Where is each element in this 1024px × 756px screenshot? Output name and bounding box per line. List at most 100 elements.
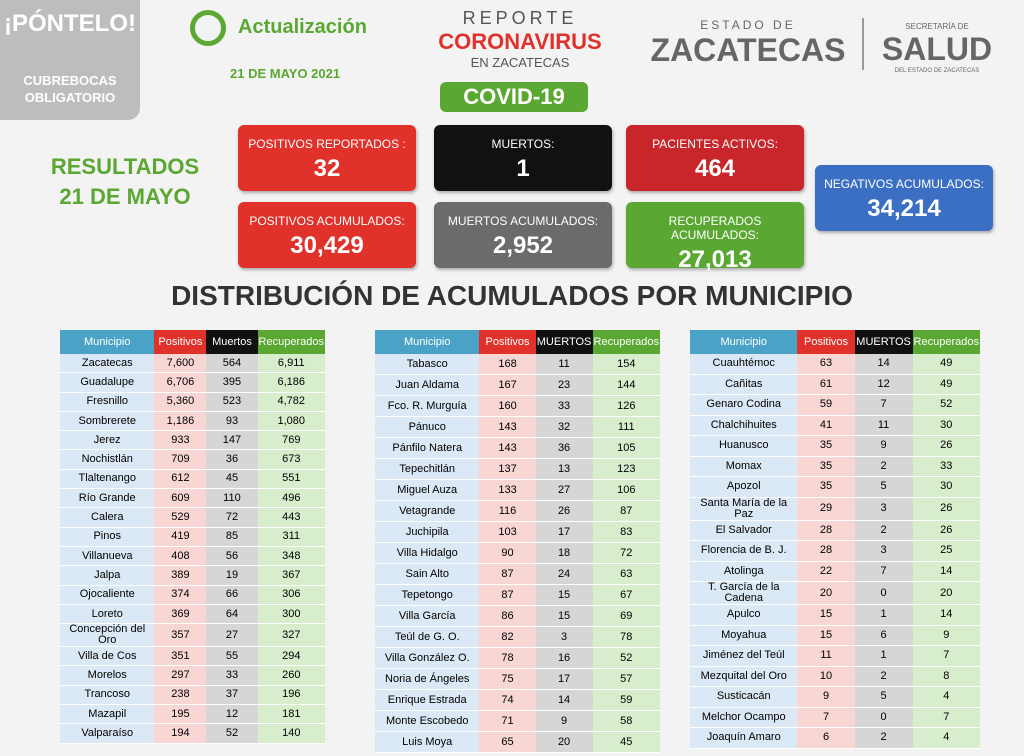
- table-cell: 408: [154, 546, 207, 567]
- table-row: Villa González O. 78 16 52: [375, 647, 660, 669]
- state: ESTADO DE ZACATECAS: [648, 18, 848, 69]
- table-row: Teúl de G. O. 82 3 78: [375, 626, 660, 648]
- table-cell: 143: [479, 416, 536, 438]
- table-row: Zacatecas 7,600 564 6,911: [60, 354, 325, 374]
- table-row: Nochistlán 709 36 673: [60, 449, 325, 470]
- header-cell: Municipio: [60, 330, 155, 354]
- table-cell: 36: [535, 437, 593, 459]
- table-cell: Pánuco: [375, 416, 480, 438]
- stat-value: 464: [694, 155, 736, 182]
- table-cell: 63: [592, 563, 660, 585]
- table-row: Calera 529 72 443: [60, 507, 325, 528]
- table-cell: 14: [854, 354, 913, 375]
- report-main: CORONAVIRUS: [438, 29, 602, 54]
- report-sub: EN ZACATECAS: [470, 55, 570, 70]
- table-row: Villa de Cos 351 55 294: [60, 646, 325, 667]
- table-cell: 26: [912, 435, 980, 457]
- stat-label: RECUPERADOS ACUMULADOS:: [668, 214, 762, 242]
- table-cell: 15: [535, 584, 593, 606]
- table-cell: Calera: [60, 507, 155, 528]
- table-cell: Nochistlán: [60, 449, 155, 470]
- table-cell: 419: [154, 527, 207, 547]
- table-cell: 9: [797, 686, 855, 708]
- table-cell: 612: [154, 469, 207, 490]
- table-cell: Sain Alto: [375, 563, 480, 585]
- table-cell: Jerez: [60, 430, 155, 451]
- table-cell: Monte Escobedo: [375, 710, 480, 732]
- table-cell: 1,080: [257, 411, 325, 432]
- header-cell: Positivos: [797, 330, 855, 354]
- table-cell: Trancoso: [60, 685, 155, 706]
- table-row: Jerez 933 147 769: [60, 430, 325, 451]
- health: SECRETARÍA DE SALUD DEL ESTADO DE ZACATE…: [872, 22, 1002, 74]
- health-sub: DEL ESTADO DE ZACATECAS: [894, 68, 980, 74]
- table-cell: 609: [154, 488, 207, 509]
- table-cell: 140: [257, 723, 325, 744]
- table-cell: T. García de la Cadena: [690, 581, 798, 605]
- table-cell: 443: [257, 507, 325, 528]
- table-cell: Juchipila: [375, 521, 480, 543]
- table-row: Genaro Codina 59 7 52: [690, 394, 980, 416]
- health-name: SALUD: [881, 31, 993, 67]
- table-cell: Tepetongo: [375, 584, 480, 606]
- table-cell: 389: [154, 565, 207, 586]
- table-cell: 15: [797, 604, 855, 626]
- stat-label: MUERTOS ACUMULADOS:: [447, 214, 599, 228]
- table-cell: 769: [257, 430, 325, 451]
- table-cell: Río Grande: [60, 488, 155, 509]
- section-title: DISTRIBUCIÓN DE ACUMULADOS POR MUNICIPIO: [171, 280, 853, 311]
- table-cell: 19: [206, 565, 258, 586]
- table-row: Pánuco 143 32 111: [375, 416, 660, 438]
- table-row: Concepción del Oro 357 27 327: [60, 623, 325, 648]
- table-cell: Fco. R. Murguía: [375, 395, 480, 417]
- table-cell: 6,186: [257, 372, 325, 393]
- table-cell: 87: [479, 584, 536, 606]
- table-cell: 137: [479, 458, 536, 480]
- stat-value: 32: [313, 155, 341, 182]
- table-cell: Noria de Ángeles: [375, 668, 480, 690]
- header-cell: MUERTOS: [854, 330, 913, 354]
- table-row: Morelos 297 33 260: [60, 665, 325, 686]
- table-cell: 7: [912, 645, 980, 667]
- table-cell: 1: [854, 604, 913, 626]
- table-cell: 23: [535, 374, 593, 396]
- table-cell: 86: [479, 605, 536, 627]
- table-cell: 26: [912, 520, 980, 541]
- state-name: ZACATECAS: [650, 32, 846, 68]
- table-cell: 564: [206, 354, 258, 374]
- table-cell: 7: [912, 707, 980, 728]
- table-row: Cuauhtémoc 63 14 49: [690, 354, 980, 375]
- table-cell: 30: [912, 476, 980, 498]
- table-cell: Juan Aldama: [375, 374, 480, 396]
- table-cell: 56: [206, 546, 258, 567]
- table-row: Ojocaliente 374 66 306: [60, 585, 325, 605]
- table-cell: 52: [912, 394, 980, 416]
- table-cell: Zacatecas: [60, 354, 155, 374]
- table-cell: 103: [479, 521, 536, 543]
- table-cell: 11: [797, 645, 855, 667]
- table-cell: 238: [154, 685, 207, 706]
- table-cell: Tepechitlán: [375, 458, 480, 480]
- table-cell: 45: [592, 731, 660, 753]
- table-cell: 29: [797, 497, 855, 521]
- table-cell: 41: [797, 415, 855, 436]
- table-cell: 7: [797, 707, 855, 728]
- table-row: Sombrerete 1,186 93 1,080: [60, 411, 325, 432]
- table-cell: 74: [479, 689, 536, 711]
- table-cell: 33: [535, 395, 593, 417]
- table-cell: 16: [535, 647, 593, 669]
- table-cell: 167: [479, 374, 536, 396]
- table-cell: 194: [154, 723, 207, 744]
- table-cell: 9: [912, 625, 980, 646]
- table-cell: 351: [154, 646, 207, 667]
- table-cell: 7,600: [154, 354, 207, 374]
- table-cell: 3: [854, 497, 913, 521]
- table-cell: 2: [854, 727, 913, 749]
- table-cell: Moyahua: [690, 625, 798, 646]
- table-cell: Guadalupe: [60, 372, 155, 393]
- table-cell: 87: [479, 563, 536, 585]
- table-cell: 110: [206, 488, 258, 509]
- state-top: ESTADO DE: [700, 18, 796, 32]
- table-cell: 25: [912, 540, 980, 562]
- table-cell: Momax: [690, 456, 798, 477]
